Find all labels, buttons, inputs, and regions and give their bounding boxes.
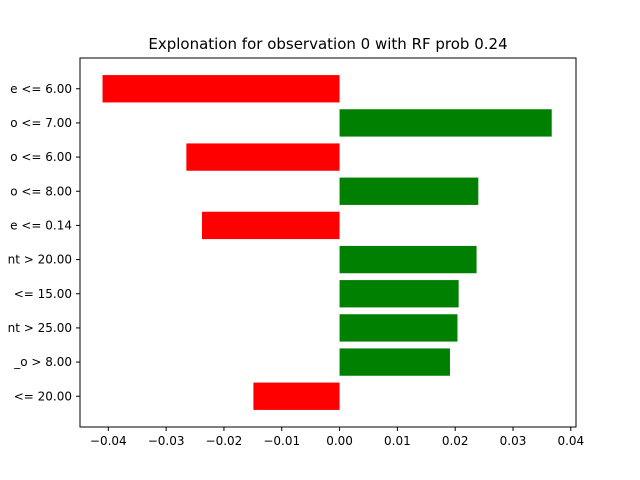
x-tick-label-0: −0.04 — [90, 434, 127, 448]
chart-title: Explonation for observation 0 with RF pr… — [148, 35, 507, 53]
bar-7 — [339, 314, 458, 342]
bar-9 — [253, 382, 340, 410]
x-tick-label-8: 0.04 — [557, 434, 584, 448]
bar-6 — [339, 280, 459, 308]
bar-4 — [201, 211, 340, 240]
bar-8 — [339, 348, 450, 376]
x-axis-ticks: −0.04 −0.03 −0.02 −0.01 0.00 0.01 0.02 0.03 0.04 — [90, 427, 584, 448]
y-tick-label-9: <= 20.00 — [14, 389, 72, 403]
y-axis-ticks: e <= 6.00 o <= 7.00 o <= 6.00 o <= 8.00 e <=… — [8, 82, 80, 403]
y-tick-label-3: o <= 8.00 — [10, 184, 72, 198]
bar-1 — [339, 109, 552, 137]
x-tick-label-2: −0.02 — [206, 434, 243, 448]
plot-frame — [79, 57, 577, 428]
bars-group — [102, 75, 552, 410]
y-tick-label-7: nt > 25.00 — [8, 321, 72, 335]
x-tick-label-4: 0.00 — [326, 434, 353, 448]
x-tick-label-5: 0.01 — [384, 434, 411, 448]
y-tick-label-1: o <= 7.00 — [10, 116, 72, 130]
x-tick-label-3: −0.01 — [263, 434, 300, 448]
bar-0 — [102, 75, 340, 103]
y-tick-label-0: e <= 6.00 — [10, 82, 72, 96]
bar-3 — [339, 177, 479, 205]
y-tick-label-5: nt > 20.00 — [8, 253, 72, 267]
bar-5 — [339, 245, 477, 274]
y-tick-label-2: o <= 6.00 — [10, 150, 72, 164]
x-tick-label-7: 0.03 — [500, 434, 527, 448]
bar-2 — [186, 143, 340, 171]
y-tick-label-4: e <= 0.14 — [10, 218, 72, 232]
x-tick-label-6: 0.02 — [442, 434, 469, 448]
y-tick-label-8: _o > 8.00 — [13, 355, 72, 369]
y-tick-label-6: <= 15.00 — [14, 287, 72, 301]
x-tick-label-1: −0.03 — [148, 434, 185, 448]
